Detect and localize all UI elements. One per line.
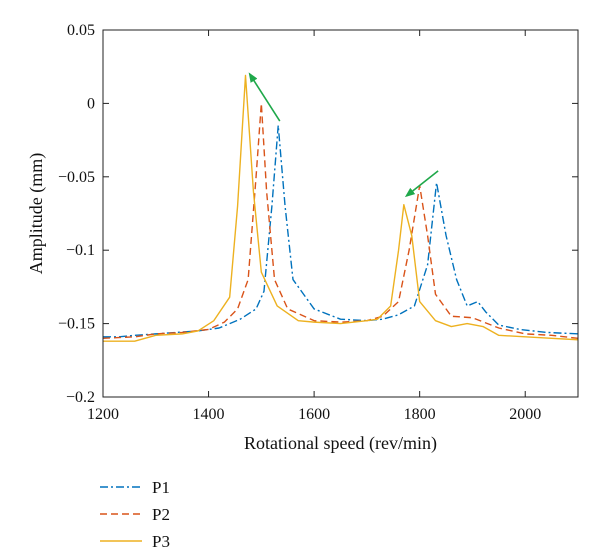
x-tick-label: 1200 — [87, 406, 119, 423]
y-tick-label: −0.05 — [58, 169, 95, 186]
series-line-p3 — [103, 74, 579, 342]
axes-layer: 1200 1400 1600 1800 2000 0.05 0 −0.05 −0.1 −0.15 −… — [58, 22, 579, 423]
x-tick-label: 1800 — [404, 406, 436, 423]
legend: P1 P2 P3 — [100, 478, 170, 551]
x-axis-label: Rotational speed (rev/min) — [244, 433, 437, 454]
legend-label-p1: P1 — [152, 478, 170, 497]
series-line-p1 — [103, 124, 579, 338]
series-layer — [102, 74, 579, 342]
annotation-arrow-2 — [404, 170, 439, 198]
legend-label-p3: P3 — [152, 532, 170, 551]
y-tick-label: 0 — [87, 95, 95, 112]
axes-frame — [102, 29, 579, 398]
x-tick-label: 2000 — [509, 406, 541, 423]
plot-area — [103, 30, 578, 397]
plot-background — [103, 30, 578, 397]
y-tick-label: −0.2 — [66, 389, 95, 406]
x-tick-label: 1600 — [298, 406, 330, 423]
y-axis-label: Amplitude (mm) — [26, 153, 47, 274]
x-tick-label: 1400 — [193, 406, 225, 423]
y-tick-label: −0.1 — [66, 242, 95, 259]
y-tick-label: −0.15 — [58, 316, 95, 333]
y-tick-label: 0.05 — [67, 22, 95, 39]
annotation-layer — [248, 72, 439, 198]
annotation-arrow-1 — [248, 72, 281, 122]
legend-label-p2: P2 — [152, 505, 170, 524]
series-line-p2 — [102, 102, 579, 339]
